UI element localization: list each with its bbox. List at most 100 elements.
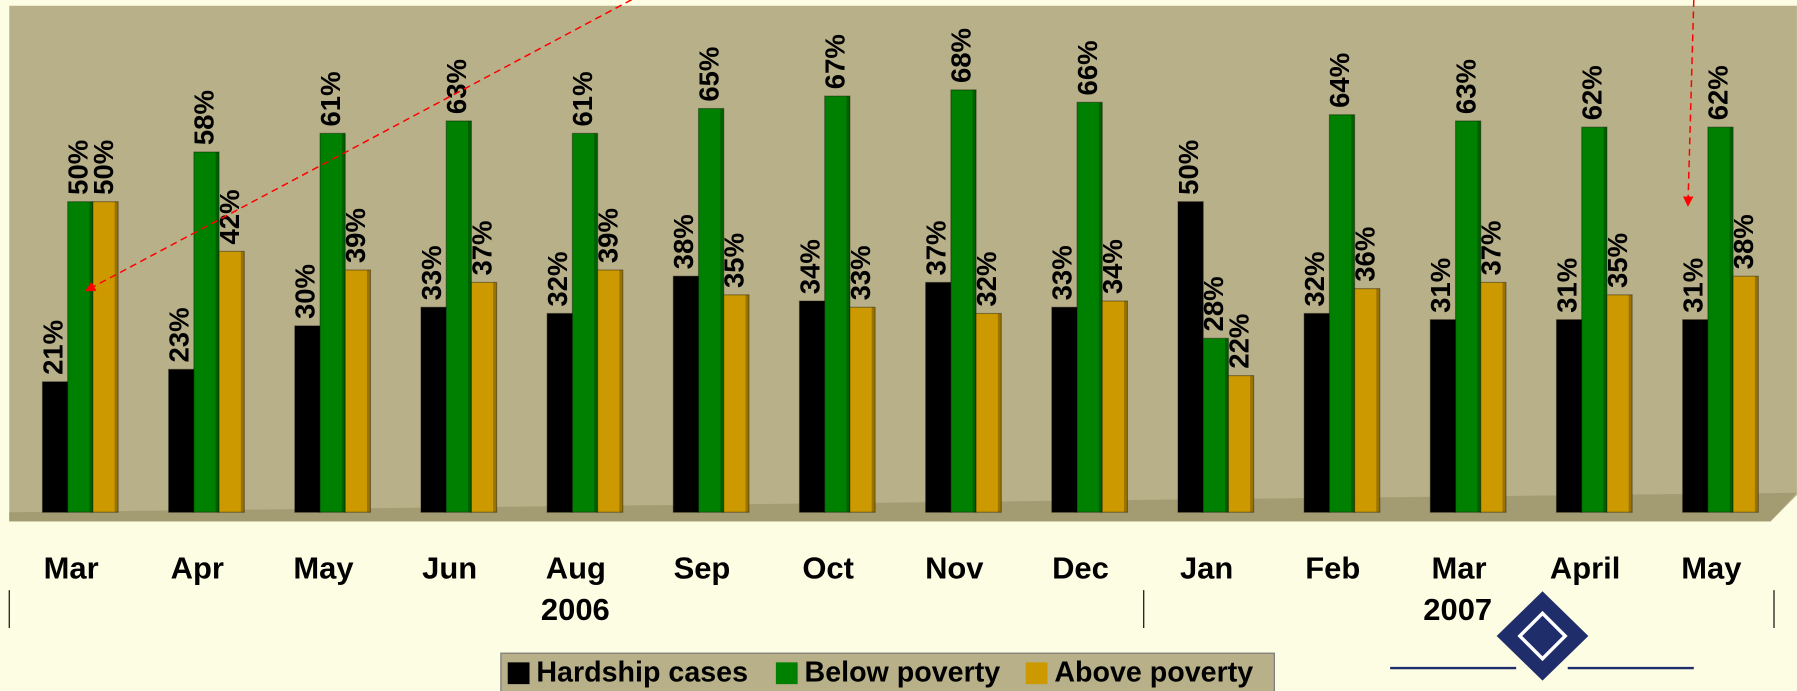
bar (92, 201, 119, 513)
bar (672, 275, 700, 513)
bar-side (215, 151, 220, 513)
bar-side (695, 276, 699, 513)
bar-side (568, 313, 573, 513)
bar (193, 151, 220, 513)
data-label: 67% (820, 34, 851, 89)
bar (849, 306, 876, 513)
data-label: 62% (1577, 65, 1608, 120)
bar-side (619, 270, 623, 513)
bar (470, 281, 498, 513)
group-label: 2006 (541, 592, 610, 627)
legend-swatch (507, 662, 530, 685)
bar-side (1351, 114, 1355, 513)
bar-side (1603, 127, 1607, 513)
bar (597, 269, 624, 513)
bar-side (493, 282, 497, 513)
x-tick-label: Feb (1305, 551, 1360, 586)
data-label: 34% (794, 239, 825, 294)
data-label: 31% (1425, 258, 1456, 313)
bar (1454, 120, 1482, 513)
bar (1581, 126, 1608, 513)
data-label: 39% (340, 208, 371, 263)
bar (1177, 201, 1204, 513)
bars: 21%50%50%23%58%42%30%61%39%33%63%37%32%6… (37, 28, 1759, 513)
bar (41, 381, 69, 513)
data-label: 31% (1551, 258, 1582, 313)
bar (1682, 319, 1709, 513)
data-label: 64% (1324, 53, 1355, 108)
data-label: 22% (1223, 314, 1254, 369)
data-label: 42% (214, 189, 245, 244)
bar-side (467, 120, 472, 513)
x-tick-label: Jan (1180, 551, 1233, 586)
bar-side (871, 307, 876, 513)
legend-swatch (775, 662, 798, 685)
bar (571, 132, 599, 513)
data-label: 33% (845, 245, 876, 300)
data-label: 63% (1450, 59, 1481, 114)
bar (1707, 126, 1734, 513)
x-tick-label: Oct (802, 551, 854, 586)
data-label: 62% (1703, 65, 1734, 120)
bar-side (442, 307, 447, 513)
bar (546, 312, 573, 513)
bar (445, 120, 472, 513)
legend-label: Hardship cases (536, 656, 748, 688)
data-label: 50% (63, 140, 94, 195)
x-tick-label: Dec (1052, 551, 1109, 586)
bar-side (720, 108, 724, 513)
bar-side (1628, 294, 1633, 513)
x-tick-label: Apr (171, 551, 224, 586)
bar-side (745, 294, 749, 513)
bar-side (1502, 282, 1506, 513)
data-label: 32% (1299, 252, 1330, 307)
bar-side (240, 251, 245, 513)
data-label: 31% (1678, 258, 1709, 313)
bar (420, 306, 447, 513)
data-label: 61% (567, 71, 598, 126)
bar (218, 250, 245, 513)
x-axis: Mar Apr May Jun Aug Sep Oct Nov Dec Jan Feb Mar Apri… (44, 551, 1743, 586)
bar (1429, 319, 1457, 513)
bar-side (367, 270, 371, 513)
data-label: 28% (1198, 276, 1229, 331)
x-tick-label: April (1550, 551, 1620, 586)
x-tick-label: Nov (925, 551, 984, 586)
bar-side (1098, 102, 1103, 513)
data-label: 38% (668, 214, 699, 269)
bar (1076, 101, 1103, 513)
bar (1480, 281, 1507, 513)
data-label: 68% (946, 28, 977, 83)
data-label: 34% (1097, 239, 1128, 294)
bar-side (1376, 288, 1380, 513)
bar (319, 132, 346, 513)
data-label: 21% (37, 320, 68, 375)
data-label: 32% (971, 252, 1002, 307)
data-label: 65% (693, 47, 724, 102)
legend-box (500, 652, 1275, 691)
bar (1354, 288, 1381, 513)
data-label: 35% (1602, 233, 1633, 288)
data-label: 33% (1047, 245, 1078, 300)
bar (1555, 319, 1583, 513)
bar-side (997, 313, 1002, 513)
legend: Hardship cases Below poverty Above poverty (507, 656, 1253, 688)
data-label: 32% (542, 252, 573, 307)
bar-side (114, 201, 119, 513)
data-label: 37% (1476, 221, 1507, 276)
bar (1202, 337, 1229, 513)
data-label: 33% (416, 245, 447, 300)
bar-side (1124, 301, 1128, 513)
bar-side (972, 89, 977, 513)
bar (1328, 114, 1356, 513)
bar-side (1224, 338, 1229, 513)
x-tick-label: Aug (546, 551, 606, 586)
bar-side (64, 381, 68, 513)
bar-side (89, 201, 93, 513)
group-label: 2007 (1423, 592, 1492, 627)
x-tick-label: Jun (422, 551, 477, 586)
bar-side (594, 133, 598, 513)
data-label: 37% (466, 221, 497, 276)
bar (1606, 294, 1633, 513)
